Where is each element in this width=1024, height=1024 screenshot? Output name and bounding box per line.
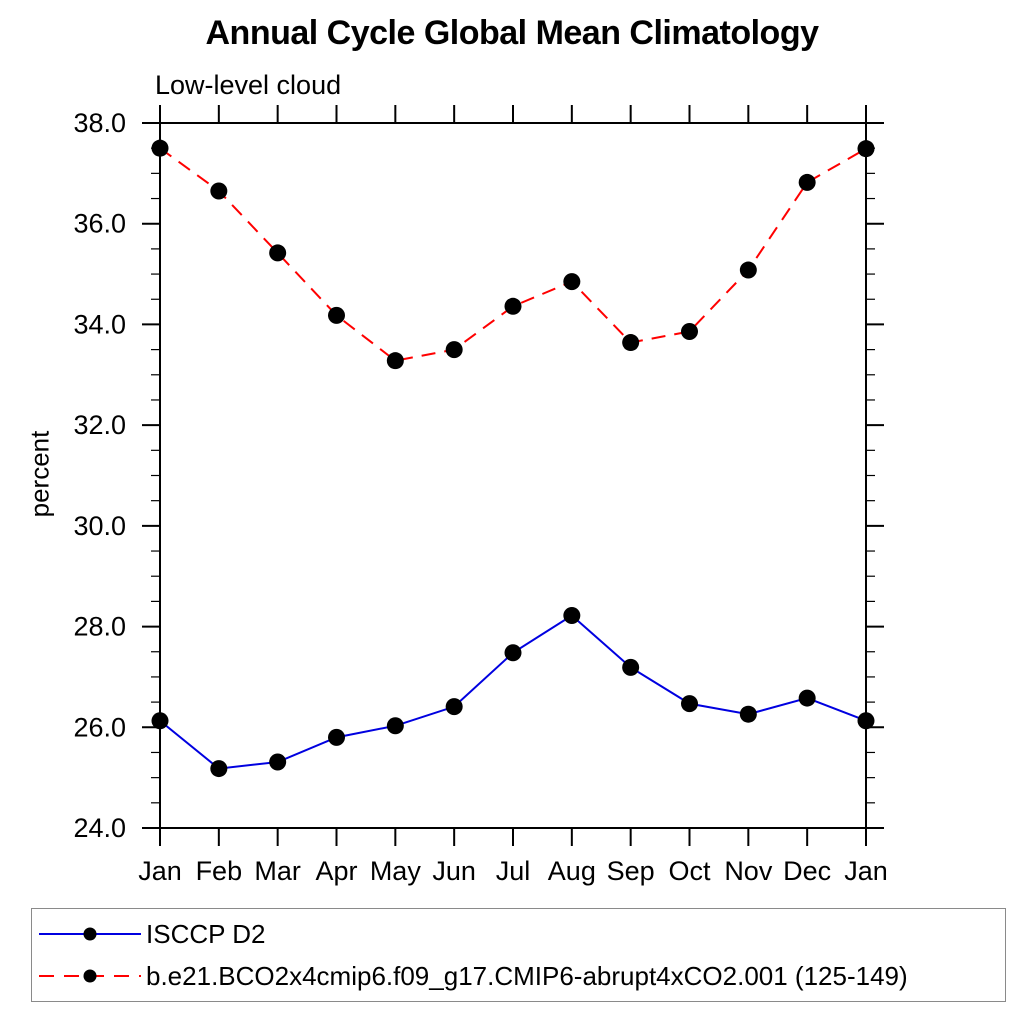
y-tick-label: 36.0 <box>73 209 126 239</box>
data-point-s0 <box>681 695 698 713</box>
x-tick-label: Mar <box>254 856 301 886</box>
data-point-s1 <box>210 182 228 200</box>
data-point-s0 <box>445 698 463 716</box>
x-tick-label: Jan <box>844 856 888 886</box>
y-tick-label: 38.0 <box>73 108 126 138</box>
data-point-s1 <box>622 334 640 352</box>
x-tick-label: Nov <box>724 856 773 886</box>
y-tick-label: 26.0 <box>73 712 126 742</box>
data-point-s1 <box>504 297 522 315</box>
plot-area: Jan Feb Mar Apr May Jun Jul Aug Sep Oct Nov Dec Jan 2… <box>73 105 888 886</box>
data-point-s1 <box>328 306 345 324</box>
data-point-s1 <box>857 140 875 158</box>
data-point-s1 <box>798 173 816 191</box>
data-point-s1 <box>445 341 463 359</box>
x-tick-label: Dec <box>783 856 831 886</box>
x-tick-label: Jun <box>432 856 476 886</box>
data-point-s0 <box>210 760 228 778</box>
x-tick-label: Aug <box>548 856 596 886</box>
data-point-s1 <box>151 139 169 157</box>
legend-line-sample-solid <box>39 927 141 941</box>
data-point-s1 <box>563 273 581 291</box>
data-point-s0 <box>739 705 757 723</box>
y-tick-label: 30.0 <box>73 511 126 541</box>
y-tick-label: 24.0 <box>73 813 126 843</box>
data-point-s0 <box>328 728 345 746</box>
y-tick-label: 28.0 <box>73 612 126 642</box>
y-tick-label: 34.0 <box>73 309 126 339</box>
plot-frame <box>159 122 867 829</box>
legend: ISCCP D2 b.e21.BCO2x4cmip6.f09_g17.CMIP6… <box>31 908 1006 1002</box>
x-tick-label: Apr <box>315 856 357 886</box>
x-tick-label: May <box>370 856 422 886</box>
data-point-s0 <box>269 753 287 771</box>
series-line-1 <box>159 147 867 362</box>
data-point-s1 <box>269 244 287 262</box>
data-point-s0 <box>563 606 581 624</box>
legend-label-series-1: b.e21.BCO2x4cmip6.f09_g17.CMIP6-abrupt4x… <box>146 960 908 991</box>
data-point-s0 <box>386 717 404 735</box>
y-tick-label: 32.0 <box>73 410 126 440</box>
data-point-s0 <box>798 689 816 707</box>
data-point-s1 <box>739 261 757 279</box>
data-point-s0 <box>857 712 875 730</box>
data-point-s1 <box>681 322 698 340</box>
chart-title: Annual Cycle Global Mean Climatology <box>205 14 820 52</box>
x-tick-label: Feb <box>196 856 243 886</box>
data-point-s1 <box>386 352 404 370</box>
data-point-s0 <box>151 712 169 730</box>
x-tick-label: Oct <box>668 856 711 886</box>
x-tick-label: Jul <box>496 856 531 886</box>
legend-item-series-0: ISCCP D2 <box>36 919 1005 949</box>
x-tick-label: Jan <box>138 856 182 886</box>
legend-line-sample-dashed <box>39 969 141 983</box>
legend-item-series-1: b.e21.BCO2x4cmip6.f09_g17.CMIP6-abrupt4x… <box>36 961 1005 991</box>
legend-marker-dot <box>83 969 97 983</box>
data-point-s0 <box>622 658 640 676</box>
legend-marker-dot <box>83 927 97 941</box>
data-point-s0 <box>504 644 522 662</box>
x-tick-label: Sep <box>607 856 655 886</box>
chart-subtitle: Low-level cloud <box>155 70 342 100</box>
series-line-0 <box>159 614 867 770</box>
legend-label-series-0: ISCCP D2 <box>146 918 266 949</box>
